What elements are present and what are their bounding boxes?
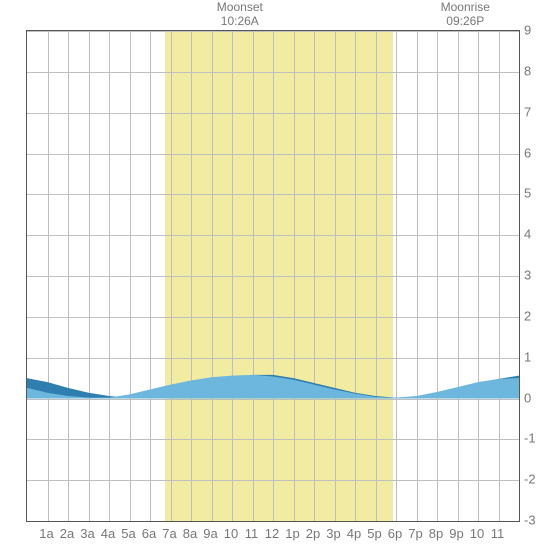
y-tick: 2 [524, 308, 550, 323]
x-tick: 11 [245, 526, 259, 550]
top-labels: Moonset 10:26A Moonrise 09:26P [0, 0, 550, 28]
x-tick: 7a [162, 526, 176, 550]
x-tick: 5p [367, 526, 381, 550]
y-tick: 0 [524, 390, 550, 405]
moonset-time: 10:26A [190, 14, 290, 28]
y-tick: 8 [524, 63, 550, 78]
y-tick: 1 [524, 349, 550, 364]
y-tick: -3 [524, 513, 550, 528]
x-tick: 2a [60, 526, 74, 550]
y-tick: -2 [524, 472, 550, 487]
x-tick: 7p [408, 526, 422, 550]
x-tick: 4p [347, 526, 361, 550]
y-tick: 4 [524, 227, 550, 242]
x-tick: 1p [285, 526, 299, 550]
x-tick: 5a [121, 526, 135, 550]
x-tick: 2p [306, 526, 320, 550]
x-tick: 10 [470, 526, 484, 550]
plot-area [26, 30, 520, 522]
y-tick: 9 [524, 23, 550, 38]
moonset-title: Moonset [217, 0, 263, 14]
x-tick: 8p [429, 526, 443, 550]
y-tick: 6 [524, 145, 550, 160]
x-tick: 9p [449, 526, 463, 550]
x-tick: 12 [265, 526, 279, 550]
x-tick: 8a [183, 526, 197, 550]
x-tick: 6a [142, 526, 156, 550]
moonrise-time: 09:26P [415, 14, 515, 28]
x-tick: 3p [326, 526, 340, 550]
x-tick: 10 [224, 526, 238, 550]
x-tick: 6p [388, 526, 402, 550]
y-tick: 3 [524, 268, 550, 283]
x-tick: 1a [39, 526, 53, 550]
y-tick: -1 [524, 431, 550, 446]
tide-chart: Moonset 10:26A Moonrise 09:26P -3-2-1012… [0, 0, 550, 550]
x-tick: 4a [101, 526, 115, 550]
x-tick: 11 [491, 526, 505, 550]
y-tick: 7 [524, 104, 550, 119]
x-tick: 3a [80, 526, 94, 550]
series-svg [27, 31, 519, 521]
moonset-label: Moonset 10:26A [190, 0, 290, 28]
y-tick: 5 [524, 186, 550, 201]
grid-h [27, 521, 519, 522]
moonrise-title: Moonrise [441, 0, 490, 14]
moonrise-label: Moonrise 09:26P [415, 0, 515, 28]
x-tick: 9a [203, 526, 217, 550]
